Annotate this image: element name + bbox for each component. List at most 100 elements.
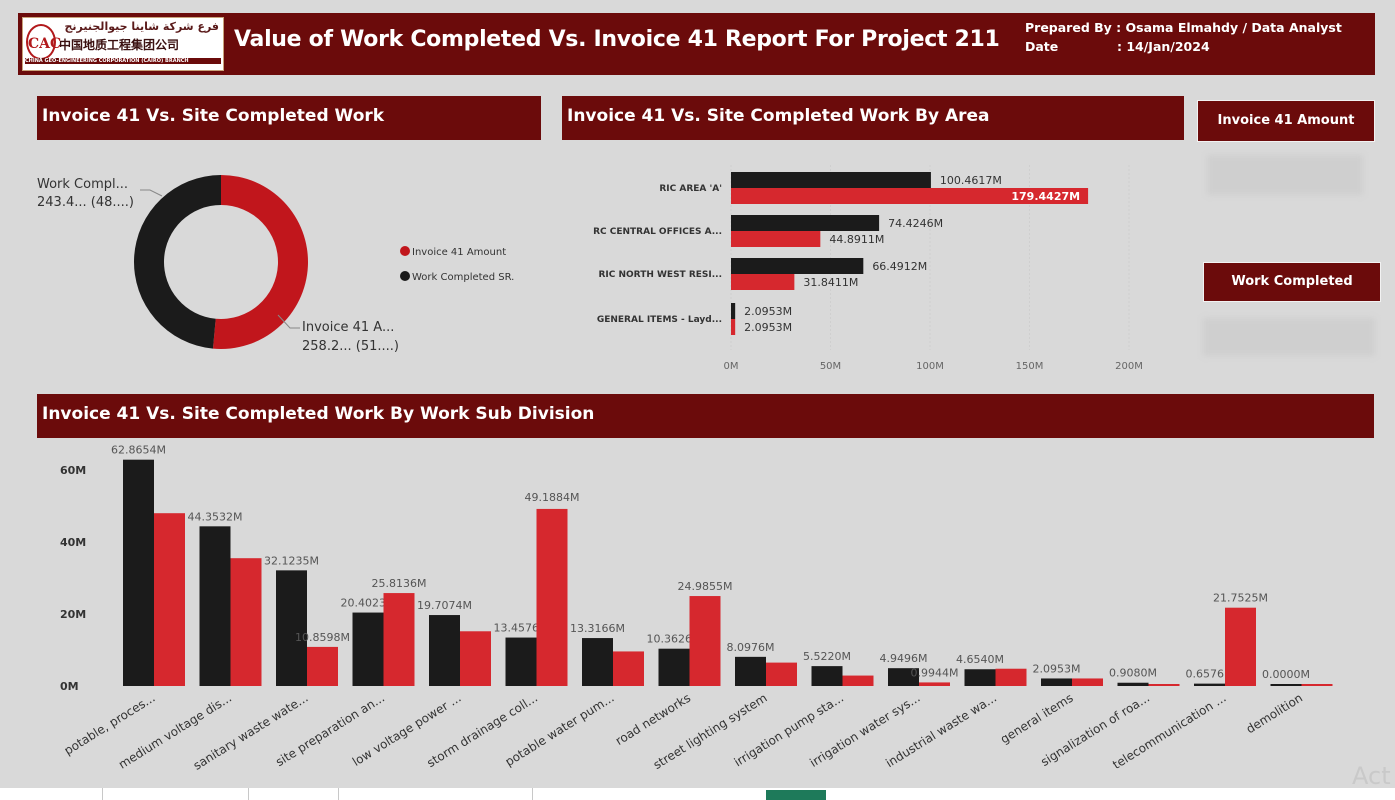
sub-bar-work (352, 612, 384, 686)
area-bar-value-label: 2.0953M (744, 305, 792, 318)
x-tick-label: 50M (820, 361, 841, 372)
x-tick-label: 200M (1115, 361, 1143, 372)
donut-label-work-value: 243.4... (48....) (37, 195, 134, 210)
x-tick-label: 150M (1016, 361, 1044, 372)
report-title: Value of Work Completed Vs. Invoice 41 R… (234, 27, 1000, 52)
area-bar-work (731, 258, 864, 274)
sub-bar-work (964, 669, 996, 686)
area-bar-work (731, 303, 736, 319)
sub-bar-value-label: 13.3166M (570, 622, 625, 635)
sub-bar-value-label: 4.9496M (880, 652, 928, 665)
legend-label-work: Work Completed SR. (412, 272, 514, 283)
sub-bar-value-label: 8.0976M (727, 641, 775, 654)
area-bar-value-label: 100.4617M (940, 174, 1002, 187)
area-bar-value-label: 74.4246M (888, 217, 943, 230)
donut-label-invoice-name: Invoice 41 A... (302, 320, 394, 335)
leader-line-work (140, 189, 163, 197)
taskbar-segment (338, 788, 533, 800)
donut-label-invoice-value: 258.2... (51....) (302, 339, 399, 354)
sub-bar-work (429, 615, 460, 686)
sub-bar-value-label: 49.1884M (525, 491, 580, 504)
area-category-label: GENERAL ITEMS - Layd... (597, 315, 722, 325)
area-bar-value-label: 2.0953M (744, 321, 792, 334)
area-bar-chart: 0M 50M 100M 150M 200M RIC AREA 'A' 100.4617M 17… (593, 165, 1143, 372)
area-bar-work (731, 172, 931, 188)
area-category-label: RIC NORTH WEST RESI... (598, 270, 722, 280)
area-bar-value-label: 31.8411M (803, 276, 858, 289)
logo-mark: CAC (26, 24, 61, 60)
report-header: CAC فرع شركة شاينا جيوالجنيرنج 中国地质工程集团公… (18, 13, 1375, 75)
legend-label-invoice: Invoice 41 Amount (412, 247, 506, 258)
area-bar-invoice (731, 274, 795, 290)
area-bar-value-label: 179.4427M (1011, 190, 1080, 203)
area-bar-invoice (731, 231, 821, 247)
area-category-label: RC CENTRAL OFFICES A... (593, 227, 722, 237)
donut-label-work-name: Work Compl... (37, 177, 128, 192)
area-bar-value-label: 44.8911M (829, 233, 884, 246)
sub-bar-value-label: 0.9944M (911, 666, 959, 679)
invoice-amount-value-blurred (1207, 155, 1363, 195)
area-bar-work (731, 215, 880, 231)
y-tick-label: 40M (60, 536, 86, 549)
taskbar-segment (248, 788, 339, 800)
work-completed-value-blurred (1203, 318, 1375, 356)
sub-bar-invoice (995, 668, 1027, 686)
sub-bar-work (1194, 683, 1225, 686)
x-tick-label: 0M (724, 361, 739, 372)
sub-bar-invoice (460, 631, 491, 686)
sub-bar-value-label: 20.4023M (341, 597, 396, 610)
sub-bar-value-label: 10.8598M (295, 631, 350, 644)
sub-bar-value-label: 32.1235M (264, 554, 319, 567)
area-bar-value-label: 66.4912M (872, 260, 927, 273)
sub-bar-value-label: 13.4576M (494, 622, 549, 635)
sub-bar-invoice (842, 675, 874, 686)
y-tick-label: 0M (60, 680, 79, 693)
sub-bar-work (505, 637, 537, 686)
sub-bar-work (199, 526, 231, 686)
donut-slice-work-completed (133, 175, 221, 349)
logo-arabic-text: فرع شركة شاينا جيوالجنيرنج (64, 20, 220, 33)
area-category-label: RIC AREA 'A' (659, 184, 722, 194)
area-bar-invoice (731, 319, 736, 335)
sub-bar-work (1270, 684, 1302, 686)
sub-bar-invoice (1225, 607, 1256, 686)
taskbar-active-app[interactable] (766, 790, 826, 800)
sub-bar-invoice (536, 508, 568, 686)
sub-bar-value-label: 0.9080M (1109, 667, 1157, 680)
sub-bar-invoice (383, 593, 415, 686)
invoice-amount-button[interactable]: Invoice 41 Amount (1197, 100, 1375, 142)
leader-line-invoice (277, 314, 300, 329)
sub-bar-work (888, 668, 919, 686)
sub-bar-invoice (1301, 684, 1333, 686)
sub-bar-value-label: 2.0953M (1033, 662, 1081, 675)
donut-slice-invoice (212, 175, 308, 349)
watermark-text: Act (1352, 762, 1391, 790)
x-tick-label: 100M (916, 361, 944, 372)
sub-bar-invoice (154, 513, 185, 686)
donut-panel-title: Invoice 41 Vs. Site Completed Work (37, 96, 541, 140)
logo-chinese-text: 中国地质工程集团公司 (59, 38, 180, 52)
sub-bar-value-label: 44.3532M (188, 510, 243, 523)
sub-bar-value-label: 4.6540M (956, 653, 1004, 666)
sub-bar-value-label: 62.8654M (111, 444, 166, 457)
y-tick-label: 60M (60, 464, 86, 477)
sub-bar-invoice (230, 558, 262, 686)
taskbar-segment (532, 788, 767, 800)
area-bar-invoice (731, 188, 1089, 204)
report-date: Date : 14/Jan/2024 (1025, 39, 1210, 54)
work-completed-button[interactable]: Work Completed (1203, 262, 1381, 302)
sub-bar-work (735, 656, 766, 686)
sub-bar-work (276, 570, 307, 686)
company-logo: CAC فرع شركة شاينا جيوالجنيرنج 中国地质工程集团公… (22, 17, 224, 71)
sub-bar-work (1117, 682, 1149, 686)
sub-bar-value-label: 10.3626M (647, 633, 702, 646)
sub-bar-invoice (919, 682, 950, 686)
taskbar-segment (102, 788, 249, 800)
date-value: : 14/Jan/2024 (1117, 39, 1210, 54)
date-label: Date (1025, 39, 1059, 54)
prepared-by: Prepared By : Osama Elmahdy / Data Analy… (1025, 20, 1342, 35)
sub-bar-work (582, 638, 613, 686)
taskbar (0, 788, 1395, 800)
sub-bar-work (1041, 678, 1072, 686)
